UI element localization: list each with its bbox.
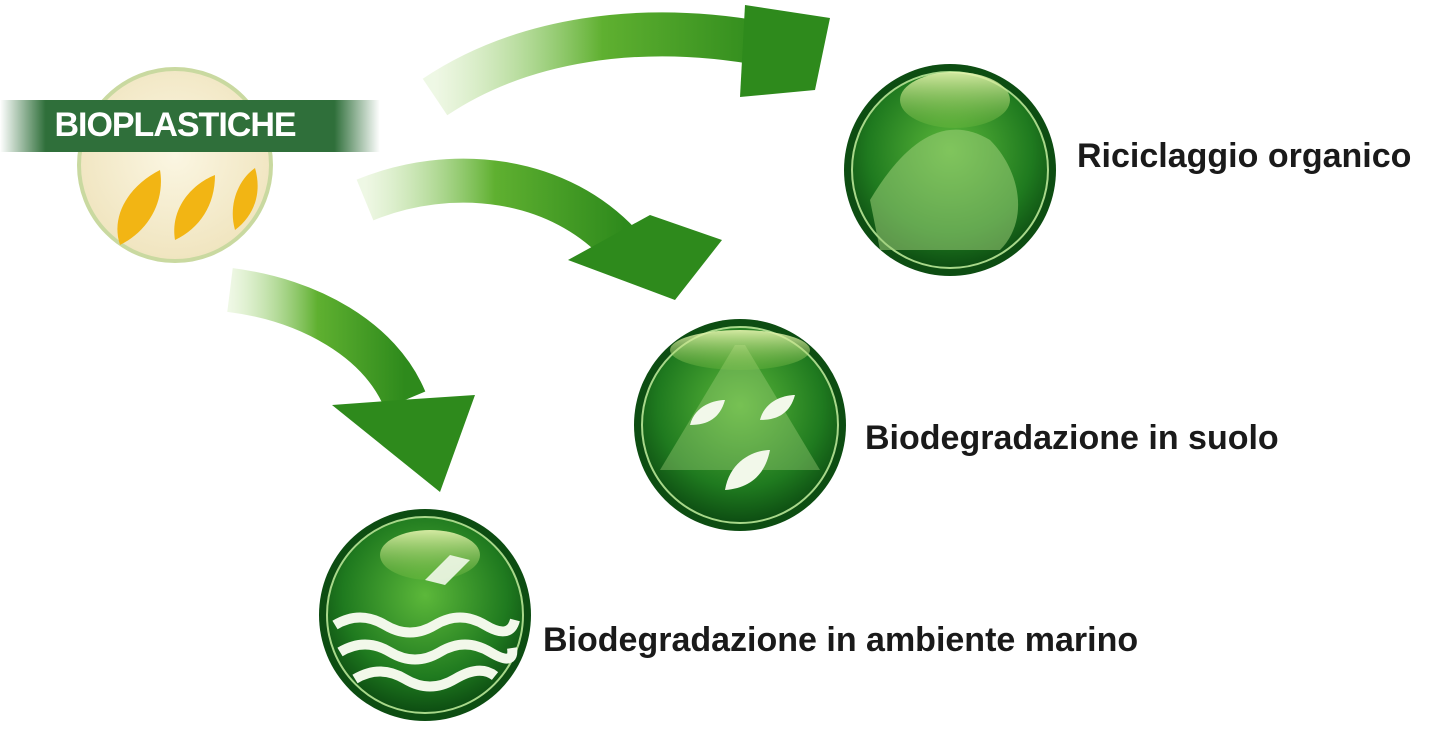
arrow-head <box>740 5 830 97</box>
icon-recycling <box>844 64 1056 276</box>
target-label: Biodegradazione in ambiente marino <box>543 621 1138 659</box>
arrow <box>435 34 770 97</box>
arrow <box>230 290 405 400</box>
icon-soil <box>634 319 846 531</box>
target-label: Biodegradazione in suolo <box>865 419 1279 457</box>
diagram: BIOPLASTICHE Riciclaggio organico Bio <box>0 0 1429 731</box>
source-badge: BIOPLASTICHE <box>0 69 380 261</box>
arrow <box>365 181 625 250</box>
source-label: BIOPLASTICHE <box>54 106 295 144</box>
arrow-head <box>332 395 475 492</box>
page: {"source": {"label": "BIOPLASTICHE"}, "t… <box>0 0 1429 731</box>
target-label: Riciclaggio organico <box>1077 137 1411 175</box>
icon-marine <box>319 509 531 721</box>
